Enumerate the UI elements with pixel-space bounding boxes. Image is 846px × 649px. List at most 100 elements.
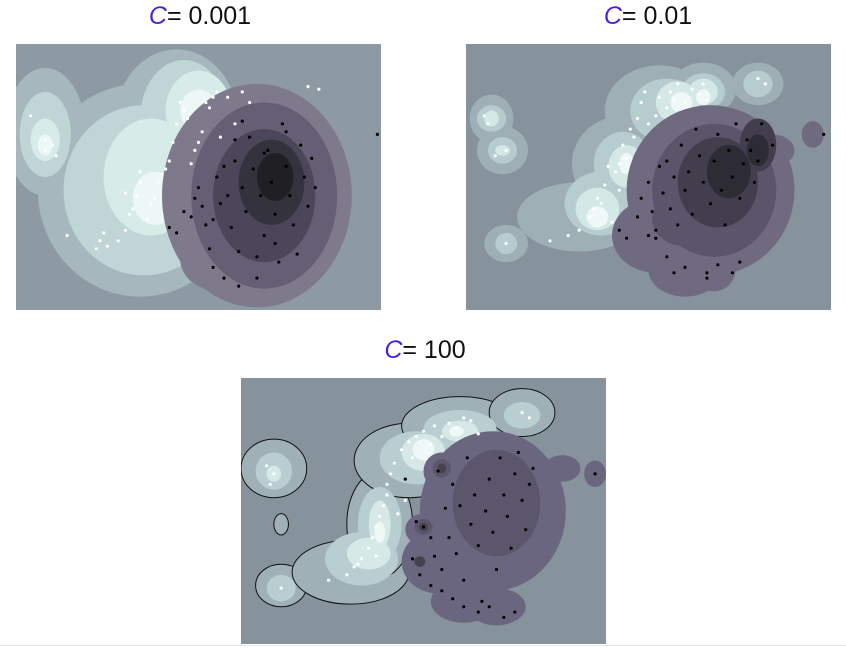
class-b-point-31 xyxy=(291,223,295,227)
class-b-point-23 xyxy=(262,233,266,238)
class-b-point-8 xyxy=(207,247,212,251)
class-a-point-6 xyxy=(352,565,356,569)
class-b-point-11 xyxy=(672,175,676,179)
class-b-point-15 xyxy=(473,493,477,497)
class-b-point-20 xyxy=(251,167,255,171)
class-a-point-23 xyxy=(175,122,179,126)
class-b-point-18 xyxy=(484,509,488,513)
class-a-point-21 xyxy=(639,100,643,105)
contour-plot xyxy=(16,44,381,310)
class-b-point-22 xyxy=(712,159,716,163)
class-a-point-4 xyxy=(54,154,58,158)
class-a-point-10 xyxy=(374,525,378,529)
class-a-point-29 xyxy=(196,140,201,144)
contour-level-0-blob-7 xyxy=(273,513,289,536)
class-a-point-27 xyxy=(668,90,672,94)
class-b-point-46 xyxy=(262,151,266,155)
class-a-point-7 xyxy=(577,228,581,232)
class-a-point-2 xyxy=(43,148,47,152)
class-b-point-41 xyxy=(255,255,259,259)
class-b-point-44 xyxy=(233,138,237,142)
title-value: = 0.001 xyxy=(166,2,252,30)
class-a-point-32 xyxy=(698,92,702,97)
class-a-point-29 xyxy=(520,411,524,415)
contour-level-3-blob-3 xyxy=(695,89,711,106)
class-b-point-11 xyxy=(218,202,222,206)
class-a-point-18 xyxy=(628,127,632,131)
class-b-point-35 xyxy=(306,204,310,208)
class-a-point-1 xyxy=(486,122,490,126)
class-b-point-13 xyxy=(226,194,230,198)
class-b-point-6 xyxy=(440,567,444,572)
class-b-point-14 xyxy=(683,188,687,192)
class-b-point-22 xyxy=(259,194,263,198)
class-b-point-15 xyxy=(687,170,691,174)
class-b-point-17 xyxy=(480,599,484,603)
class-b-point-6 xyxy=(654,228,658,232)
class-b-point-30 xyxy=(288,194,292,198)
class-a-point-43 xyxy=(123,191,128,195)
class-a-point-30 xyxy=(200,130,204,134)
class-b-point-0 xyxy=(403,477,407,481)
class-a-point-19 xyxy=(160,172,164,176)
class-b-point-23 xyxy=(502,493,506,497)
class-b-point-45 xyxy=(240,119,244,123)
class-a-point-26 xyxy=(665,106,669,110)
class-a-point-17 xyxy=(407,440,411,444)
class-a-point-33 xyxy=(211,95,215,99)
class-a-point-24 xyxy=(178,100,182,105)
class-a-point-0 xyxy=(29,114,33,118)
class-b-point-32 xyxy=(749,148,753,152)
class-a-point-41 xyxy=(317,87,321,91)
class-b-point-47 xyxy=(284,130,288,134)
class-b-point-31 xyxy=(745,138,749,142)
class-a-point-3 xyxy=(50,143,55,147)
class-b-point-7 xyxy=(443,506,447,510)
class-a-point-32 xyxy=(207,106,212,110)
class-a-point-44 xyxy=(94,247,98,251)
class-a-point-14 xyxy=(614,170,618,174)
class-a-point-18 xyxy=(156,180,160,184)
contour-plot xyxy=(466,44,831,310)
class-b-point-4 xyxy=(432,554,437,558)
class-b-point-39 xyxy=(222,276,226,280)
class-b-point-12 xyxy=(222,164,226,168)
class-a-point-33 xyxy=(396,512,400,516)
class-b-point-7 xyxy=(657,164,662,168)
class-a-point-34 xyxy=(215,90,219,94)
class-a-point-21 xyxy=(429,442,433,447)
class-b-point-8 xyxy=(661,191,665,195)
contour-level-3-blob-2 xyxy=(449,425,464,437)
class-a-point-26 xyxy=(185,116,190,121)
contour-levels xyxy=(469,62,826,297)
class-a-point-8 xyxy=(588,215,592,219)
class-a-point-15 xyxy=(617,162,621,166)
class-b-point-40 xyxy=(237,284,241,288)
class-a-point-38 xyxy=(240,90,244,94)
class-a-point-16 xyxy=(400,448,404,452)
class-a-point-39 xyxy=(248,100,252,105)
class-b-point-12 xyxy=(676,223,680,227)
class-b-point-0 xyxy=(167,225,171,230)
class-a-point-22 xyxy=(432,424,437,428)
class-a-point-8 xyxy=(105,244,109,248)
class-a-point-0 xyxy=(265,464,269,468)
class-b-point-26 xyxy=(273,212,277,216)
class-b-point-43 xyxy=(730,271,734,275)
class-b-point-40 xyxy=(513,610,517,614)
class-b-point-34 xyxy=(440,589,444,593)
class-b-point-29 xyxy=(284,164,288,168)
class-b-point-38 xyxy=(211,265,215,269)
class-a-point-17 xyxy=(625,156,629,160)
class-b-point-0 xyxy=(617,228,621,232)
class-b-point-5 xyxy=(196,186,201,190)
class-a-point-14 xyxy=(389,472,393,476)
class-a-point-13 xyxy=(610,220,614,224)
class-b-point-22 xyxy=(498,456,502,460)
title-variable: C xyxy=(384,336,403,364)
class-a-point-27 xyxy=(469,419,473,423)
class-a-point-7 xyxy=(359,557,364,561)
class-b-point-38 xyxy=(654,236,658,240)
class-b-point-21 xyxy=(709,202,713,206)
class-b-point-33 xyxy=(752,180,756,184)
